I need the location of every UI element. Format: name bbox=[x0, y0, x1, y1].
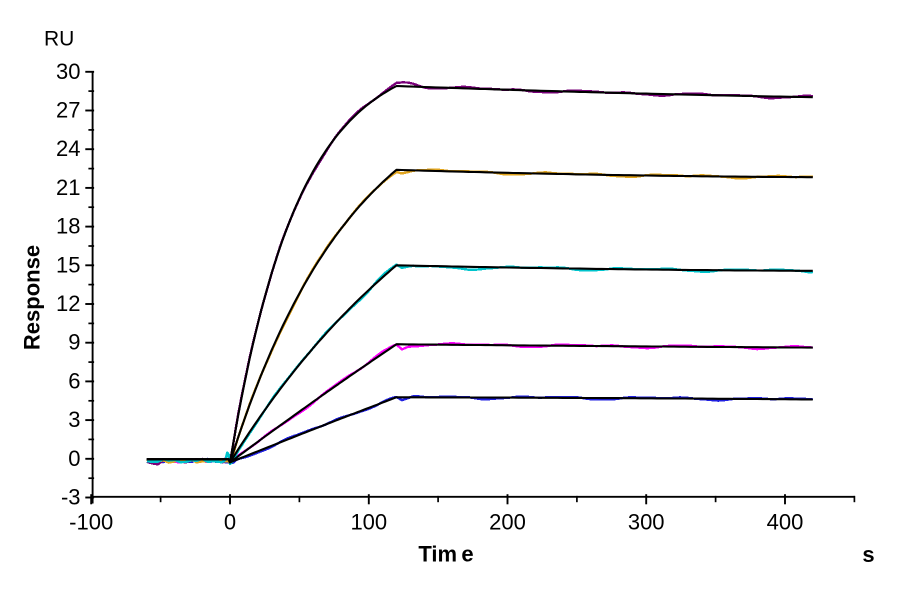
svg-text:15: 15 bbox=[56, 252, 80, 277]
svg-text:100: 100 bbox=[350, 510, 387, 535]
svg-text:6: 6 bbox=[68, 368, 80, 393]
svg-text:s: s bbox=[862, 542, 874, 567]
svg-text:9: 9 bbox=[68, 330, 80, 355]
svg-text:-3: -3 bbox=[61, 485, 81, 510]
svg-text:Tim e: Tim e bbox=[418, 542, 473, 567]
svg-text:3: 3 bbox=[68, 407, 80, 432]
svg-text:0: 0 bbox=[224, 510, 236, 535]
svg-text:24: 24 bbox=[56, 136, 80, 161]
svg-text:300: 300 bbox=[628, 510, 665, 535]
svg-text:30: 30 bbox=[56, 59, 80, 84]
svg-text:-100: -100 bbox=[69, 510, 113, 535]
svg-text:Response: Response bbox=[20, 245, 45, 350]
svg-text:21: 21 bbox=[56, 175, 80, 200]
svg-text:400: 400 bbox=[767, 510, 804, 535]
svg-text:27: 27 bbox=[56, 98, 80, 123]
svg-text:12: 12 bbox=[56, 291, 80, 316]
svg-text:18: 18 bbox=[56, 214, 80, 239]
svg-text:RU: RU bbox=[44, 27, 74, 50]
svg-text:0: 0 bbox=[68, 446, 80, 471]
svg-text:200: 200 bbox=[489, 510, 526, 535]
